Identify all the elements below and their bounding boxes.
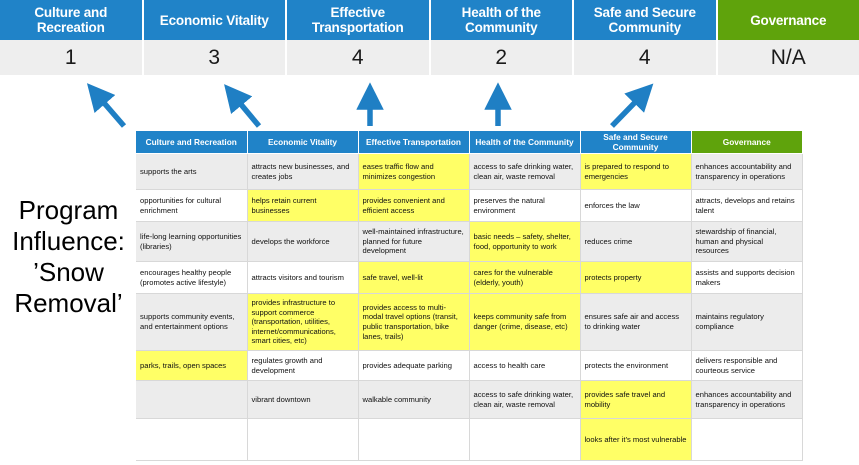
matrix-cell: access to safe drinking water, clean air… bbox=[469, 380, 581, 419]
matrix-cell: enhances accountability and transparency… bbox=[691, 153, 803, 190]
matrix-row: opportunities for cultural enrichment hel… bbox=[136, 189, 803, 222]
program-influence-line-3: ’Snow bbox=[33, 257, 104, 287]
matrix-header-governance: Governance bbox=[691, 131, 802, 154]
matrix-cell: provides safe travel and mobility bbox=[580, 380, 692, 419]
arrow-layer bbox=[86, 82, 654, 128]
program-influence-line-1: Program bbox=[18, 195, 119, 225]
matrix-cell: ensures safe air and access to drinking … bbox=[580, 293, 692, 351]
scorecard-header-effective-transportation: Effective Transportation bbox=[287, 0, 431, 40]
matrix-cell bbox=[691, 418, 803, 461]
matrix-header-row: Culture and Recreation Economic Vitality… bbox=[136, 131, 802, 154]
matrix-cell: attracts new businesses, and creates job… bbox=[247, 153, 359, 190]
matrix-cell: assists and supports decision makers bbox=[691, 261, 803, 294]
matrix-cell: access to health care bbox=[469, 350, 581, 381]
matrix-row: looks after it’s most vulnerable bbox=[136, 418, 803, 461]
matrix-cell: attracts visitors and tourism bbox=[247, 261, 359, 294]
matrix-cell: encourages healthy people (promotes acti… bbox=[136, 261, 248, 294]
matrix-cell: helps retain current businesses bbox=[247, 189, 359, 222]
matrix-header-safe-and-secure-community: Safe and Secure Community bbox=[580, 131, 692, 154]
matrix-cell: vibrant downtown bbox=[247, 380, 359, 419]
arrow-economic-vitality bbox=[224, 84, 262, 128]
matrix-cell: provides adequate parking bbox=[358, 350, 470, 381]
matrix-cell bbox=[469, 418, 581, 461]
matrix-cell: attracts, develops and retains talent bbox=[691, 189, 803, 222]
scorecard-value-economic-vitality: 3 bbox=[144, 40, 287, 75]
scorecard-header-safe-and-secure-community: Safe and Secure Community bbox=[574, 0, 718, 40]
matrix-cell: keeps community safe from danger (crime,… bbox=[469, 293, 581, 351]
program-influence-label: Program Influence: ’Snow Removal’ bbox=[6, 195, 131, 319]
matrix-cell: parks, trails, open spaces bbox=[136, 350, 248, 381]
scorecard-header-health-of-the-community: Health of the Community bbox=[430, 0, 574, 40]
program-influence-line-2: Influence: bbox=[12, 226, 125, 256]
matrix-cell: provides infrastructure to support comme… bbox=[247, 293, 359, 351]
matrix-cell bbox=[136, 380, 248, 419]
matrix-cell: is prepared to respond to emergencies bbox=[580, 153, 692, 190]
matrix-cell: looks after it’s most vulnerable bbox=[580, 418, 692, 461]
arrow-safe-and-secure-community bbox=[610, 83, 654, 128]
matrix-row: parks, trails, open spaces regulates grow… bbox=[136, 350, 803, 381]
matrix-cell: stewardship of financial, human and phys… bbox=[691, 221, 803, 262]
matrix-cell: maintains regulatory compliance bbox=[691, 293, 803, 351]
matrix-cell: protects property bbox=[580, 261, 692, 294]
matrix-cell: well-maintained infrastructure, planned … bbox=[358, 221, 470, 262]
matrix-cell: enhances accountability and transparency… bbox=[691, 380, 803, 419]
scorecard-value-effective-transportation: 4 bbox=[287, 40, 431, 75]
scorecard-value-governance: N/A bbox=[770, 45, 806, 69]
matrix-cell bbox=[358, 418, 470, 461]
matrix-row: life-long learning opportunities (librar… bbox=[136, 221, 803, 262]
matrix-cell: safe travel, well-lit bbox=[358, 261, 470, 294]
matrix-cell: develops the workforce bbox=[247, 221, 359, 262]
matrix-row: vibrant downtown walkable community access… bbox=[136, 380, 803, 419]
matrix-row: encourages healthy people (promotes acti… bbox=[136, 261, 803, 294]
matrix-cell: provides convenient and efficient access bbox=[358, 189, 470, 222]
matrix-header-health-of-the-community: Health of the Community bbox=[469, 131, 581, 154]
matrix-cell: opportunities for cultural enrichment bbox=[136, 189, 248, 222]
matrix-cell: enforces the law bbox=[580, 189, 692, 222]
scorecard-value-row: 1 3 4 2 4 N/A bbox=[0, 40, 859, 75]
scorecard-header-economic-vitality: Economic Vitality bbox=[143, 0, 287, 40]
scorecard-header-culture-and-recreation: Culture and Recreation bbox=[0, 0, 144, 40]
matrix-cell: regulates growth and development bbox=[247, 350, 359, 381]
scorecard-value-safe-and-secure-community: 4 bbox=[574, 40, 718, 75]
program-influence-line-4: Removal’ bbox=[14, 288, 123, 318]
matrix-cell: reduces crime bbox=[580, 221, 692, 262]
matrix-cell: basic needs – safety, shelter, food, opp… bbox=[469, 221, 581, 262]
matrix-cell: eases traffic flow and minimizes congest… bbox=[358, 153, 470, 190]
matrix-cell: provides access to multi-modal travel op… bbox=[358, 293, 470, 351]
scorecard-header-row: Culture and Recreation Economic Vitality… bbox=[0, 0, 859, 40]
matrix-row: supports community events, and entertain… bbox=[136, 293, 803, 351]
matrix-cell: cares for the vulnerable (elderly, youth… bbox=[469, 261, 581, 294]
influence-matrix-table: Culture and Recreation Economic Vitality… bbox=[136, 131, 803, 461]
matrix-header-economic-vitality: Economic Vitality bbox=[247, 131, 359, 154]
matrix-cell bbox=[247, 418, 359, 461]
matrix-cell: walkable community bbox=[358, 380, 470, 419]
matrix-cell: supports community events, and entertain… bbox=[136, 293, 248, 351]
matrix-body: supports the arts attracts new businesses… bbox=[136, 153, 803, 461]
matrix-cell: supports the arts bbox=[136, 153, 248, 190]
matrix-cell bbox=[136, 418, 248, 461]
scorecard-value-health-of-the-community: 2 bbox=[431, 40, 574, 75]
scorecard: Culture and Recreation Economic Vitality… bbox=[0, 0, 859, 75]
scorecard-header-governance: Governance bbox=[717, 0, 859, 40]
matrix-cell: life-long learning opportunities (librar… bbox=[136, 221, 248, 262]
matrix-header-effective-transportation: Effective Transportation bbox=[358, 131, 470, 154]
matrix-cell: protects the environment bbox=[580, 350, 692, 381]
matrix-header-culture-and-recreation: Culture and Recreation bbox=[136, 131, 248, 154]
matrix-cell: delivers responsible and courteous servi… bbox=[691, 350, 803, 381]
matrix-row: supports the arts attracts new businesses… bbox=[136, 153, 803, 190]
scorecard-value-culture-and-recreation: 1 bbox=[0, 40, 144, 75]
matrix-cell: preserves the natural environment bbox=[469, 189, 581, 222]
arrow-culture-and-recreation bbox=[86, 83, 127, 128]
matrix-cell: access to safe drinking water, clean air… bbox=[469, 153, 581, 190]
